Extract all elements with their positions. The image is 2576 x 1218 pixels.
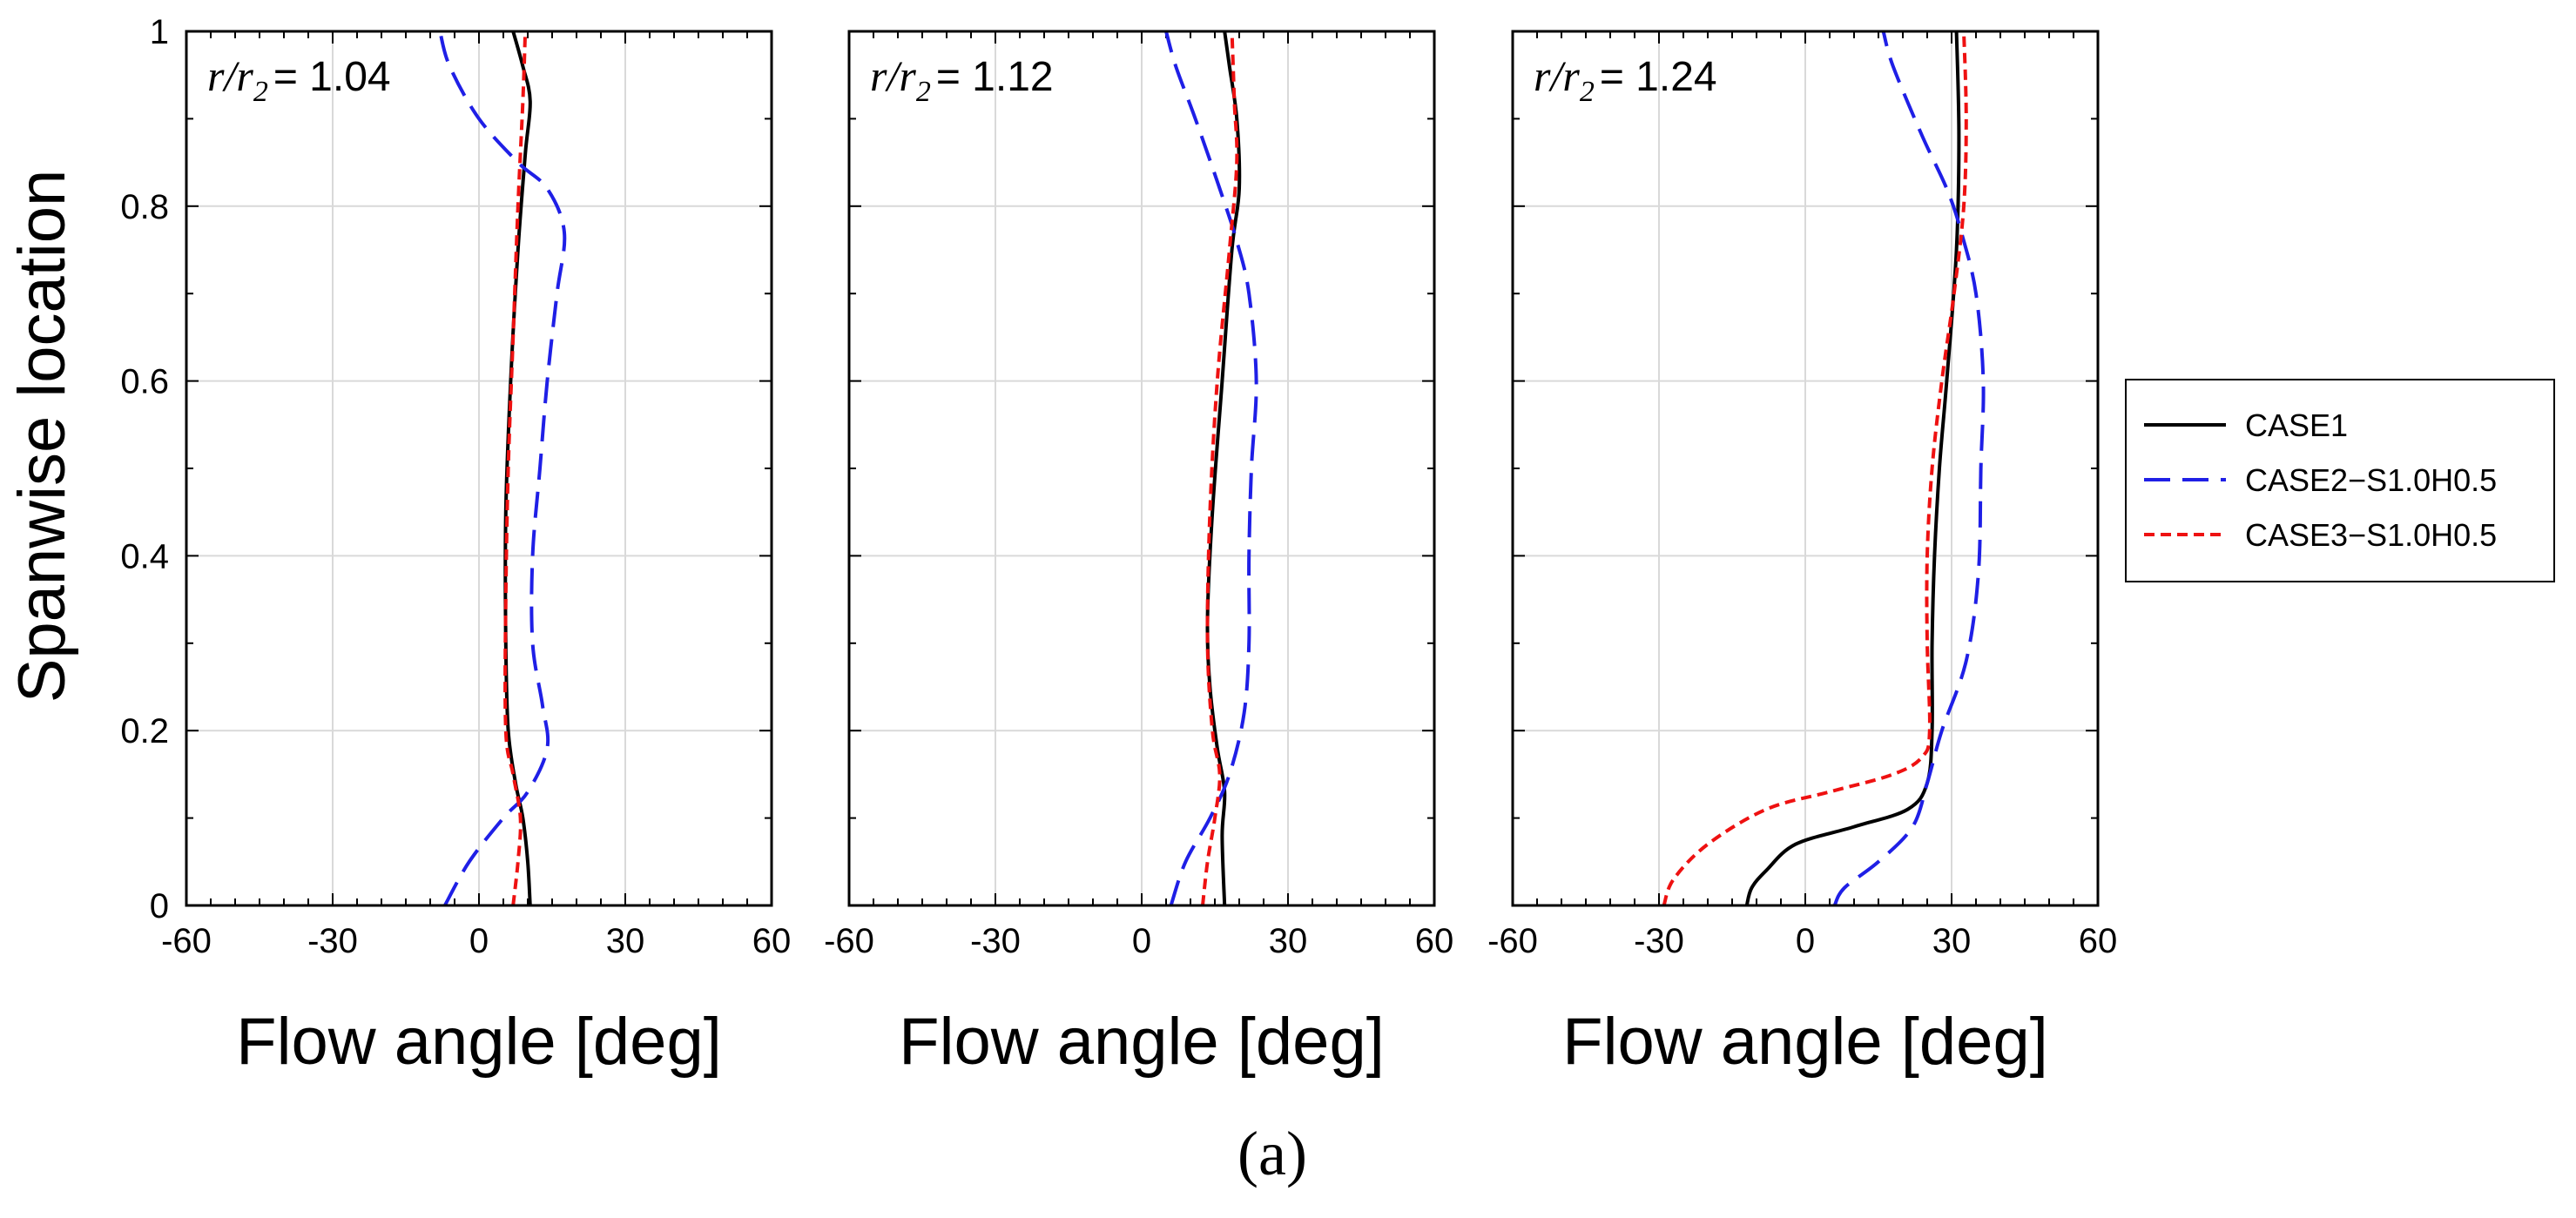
y-axis-title: Spanwise location bbox=[5, 170, 79, 703]
annotation-value: = 1.12 bbox=[936, 54, 1054, 100]
legend-label-case3: CASE3−S1.0H0.5 bbox=[2245, 517, 2497, 553]
radius-ratio-annotation: r/r2 = 1.24 bbox=[1534, 51, 1717, 108]
annotation-subscript: 2 bbox=[253, 76, 268, 108]
x-tick-label: 0 bbox=[1796, 922, 1815, 960]
series-line-case1 bbox=[503, 30, 532, 906]
x-tick-label: 30 bbox=[606, 922, 645, 960]
x-tick-label: 30 bbox=[1932, 922, 1972, 960]
x-tick-label: -30 bbox=[1634, 922, 1684, 960]
annotation-value: = 1.04 bbox=[273, 54, 391, 100]
x-tick-label: -30 bbox=[970, 922, 1021, 960]
y-tick-label: 0 bbox=[150, 887, 169, 925]
x-tick-label: 60 bbox=[752, 922, 792, 960]
series-group bbox=[438, 30, 567, 906]
gridlines bbox=[186, 31, 772, 905]
legend: CASE1 CASE2−S1.0H0.5 CASE3−S1.0H0.5 bbox=[2125, 379, 2555, 582]
annotation-variable: r/r bbox=[870, 51, 916, 100]
panel-2: -60 -30 0 30 60 Flow angle [deg] r/r2 = 1.12 bbox=[824, 30, 1453, 1079]
annotation-value: = 1.24 bbox=[1600, 54, 1717, 100]
series-line-case2 bbox=[1164, 30, 1258, 906]
radius-ratio-annotation: r/r2 = 1.12 bbox=[870, 51, 1054, 108]
x-tick-label: 0 bbox=[469, 922, 489, 960]
x-tick-label: -60 bbox=[1487, 922, 1538, 960]
y-axis-title-group: Spanwise location bbox=[5, 170, 79, 703]
x-axis-title: Flow angle [deg] bbox=[236, 1005, 722, 1079]
x-tick-label: -60 bbox=[161, 922, 212, 960]
panel-1: -60 -30 0 30 60 0 0.2 0.4 0.6 0.8 1 Flow angle [deg… bbox=[120, 13, 791, 1079]
x-tick-labels: -60 -30 0 30 60 bbox=[161, 922, 791, 960]
annotation-subscript: 2 bbox=[1580, 76, 1595, 108]
y-tick-label: 0.8 bbox=[120, 188, 169, 226]
panels: -60 -30 0 30 60 0 0.2 0.4 0.6 0.8 1 Flow angle [deg… bbox=[120, 13, 2117, 1079]
series-line-case1 bbox=[1744, 30, 1961, 906]
x-axis-title: Flow angle [deg] bbox=[899, 1005, 1385, 1079]
y-tick-label: 0.4 bbox=[120, 537, 169, 575]
x-tick-labels: -60 -30 0 30 60 bbox=[824, 922, 1453, 960]
y-tick-labels: 0 0.2 0.4 0.6 0.8 1 bbox=[120, 13, 169, 925]
annotation-variable: r/r bbox=[207, 51, 253, 100]
series-group bbox=[1164, 30, 1258, 906]
x-tick-label: 0 bbox=[1132, 922, 1151, 960]
x-tick-labels: -60 -30 0 30 60 bbox=[1487, 922, 2117, 960]
plot-frame bbox=[1511, 30, 2100, 907]
series-line-case3 bbox=[503, 30, 528, 906]
gridlines bbox=[1513, 31, 2098, 905]
series-line-case2 bbox=[438, 30, 567, 906]
series-line-case3 bbox=[1201, 30, 1239, 906]
legend-label-case2: CASE2−S1.0H0.5 bbox=[2245, 462, 2497, 498]
legend-label-case1: CASE1 bbox=[2245, 407, 2348, 443]
x-tick-label: 30 bbox=[1269, 922, 1308, 960]
y-tick-label: 0.6 bbox=[120, 363, 169, 401]
panel-3: -60 -30 0 30 60 Flow angle [deg] r/r2 = 1.24 bbox=[1487, 30, 2117, 1079]
x-tick-label: -60 bbox=[824, 922, 874, 960]
series-group bbox=[1662, 30, 1986, 906]
x-axis-title: Flow angle [deg] bbox=[1562, 1005, 2048, 1079]
x-tick-label: -30 bbox=[307, 922, 358, 960]
y-tick-label: 0.2 bbox=[120, 712, 169, 750]
series-line-case2 bbox=[1832, 30, 1986, 906]
plot-frame bbox=[185, 30, 773, 907]
x-tick-label: 60 bbox=[2079, 922, 2118, 960]
figure-caption: (a) bbox=[1237, 1119, 1307, 1188]
x-tick-label: 60 bbox=[1415, 922, 1454, 960]
radius-ratio-annotation: r/r2 = 1.04 bbox=[207, 51, 391, 108]
series-line-case3 bbox=[1662, 30, 1968, 906]
annotation-subscript: 2 bbox=[916, 76, 931, 108]
annotation-variable: r/r bbox=[1534, 51, 1580, 100]
y-tick-label: 1 bbox=[150, 13, 169, 51]
gridlines bbox=[849, 31, 1434, 905]
plot-frame bbox=[847, 30, 1436, 907]
